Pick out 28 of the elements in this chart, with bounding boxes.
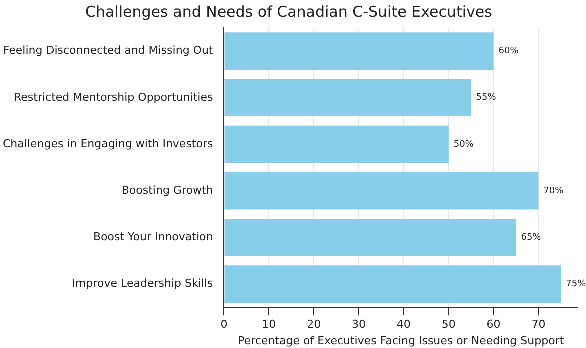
- y-tick-label: Boost Your Innovation: [93, 230, 214, 244]
- data-label: 65%: [521, 233, 542, 244]
- x-tick-label: 60: [486, 318, 501, 332]
- y-tick-label: Restricted Mentorship Opportunities: [14, 90, 214, 104]
- x-tick-label: 70: [532, 318, 546, 332]
- y-tick-label: Challenges in Engaging with Investors: [2, 137, 214, 150]
- x-tick-label: 0: [220, 318, 228, 332]
- x-tick-label: 10: [262, 318, 276, 332]
- data-label: 50%: [454, 140, 474, 150]
- y-tick-label: Improve Leadership Skills: [72, 277, 214, 290]
- x-tick-label: 50: [442, 318, 456, 332]
- bar: [224, 219, 516, 256]
- data-label: 55%: [476, 93, 497, 104]
- data-label: 75%: [566, 280, 586, 290]
- x-tick-label: 20: [307, 318, 322, 332]
- bar: [224, 79, 472, 117]
- bar: [224, 172, 539, 210]
- data-label: 70%: [544, 186, 564, 196]
- bar: [224, 126, 449, 164]
- bar: [224, 266, 562, 303]
- y-tick-label: Feeling Disconnected and Missing Out: [3, 44, 214, 58]
- data-label: 60%: [498, 46, 520, 57]
- y-tick-label: Boosting Growth: [122, 184, 214, 197]
- bar: [224, 32, 494, 70]
- x-tick-label: 30: [352, 318, 366, 332]
- x-tick-label: 40: [396, 318, 411, 332]
- chart-title: Challenges and Needs of Canadian C-Suite Executives: [86, 2, 493, 21]
- x-axis-title: Percentage of Executives Facing Issues or Needing Support: [238, 334, 565, 348]
